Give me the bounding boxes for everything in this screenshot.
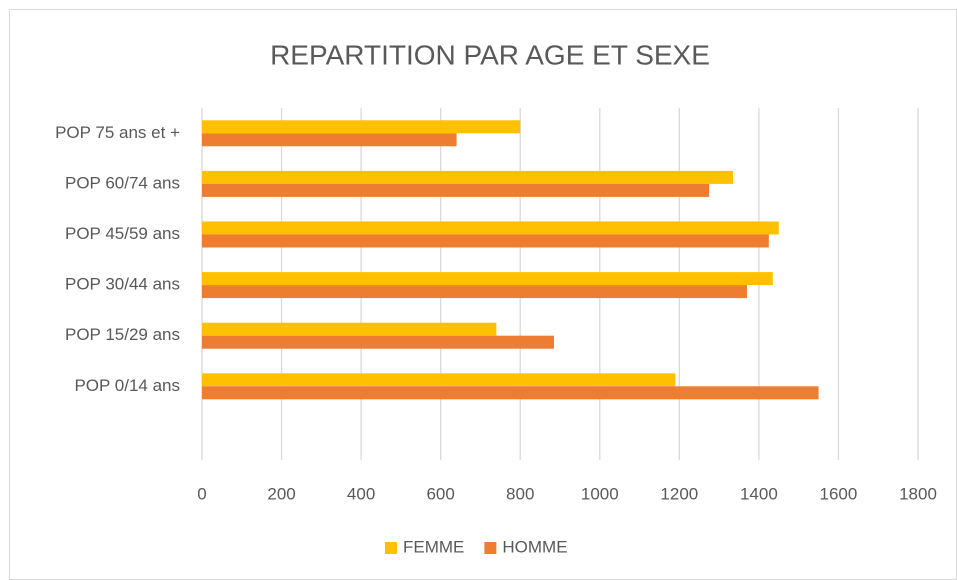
bar [202,120,521,134]
x-tick-label: 400 [347,484,375,503]
y-tick-label: POP 15/29 ans [65,325,180,344]
legend-swatch [484,542,497,554]
bar [202,285,747,299]
y-tick-label: POP 75 ans et + [55,123,180,142]
chart-title: REPARTITION PAR AGE ET SEXE [270,39,710,70]
y-tick-label: POP 60/74 ans [65,173,180,192]
legend-label: FEMME [403,537,464,556]
bar [202,234,769,248]
bar [202,386,819,400]
bar [202,133,457,147]
x-tick-label: 1200 [660,484,698,503]
x-tick-label: 1600 [820,484,858,503]
bar [202,183,710,197]
x-tick-label: 200 [267,484,295,503]
bar [202,272,773,286]
bar [202,322,497,336]
bar [202,221,779,235]
y-tick-label: POP 45/59 ans [65,224,180,243]
x-tick-label: 800 [506,484,534,503]
x-tick-label: 1000 [581,484,619,503]
x-tick-label: 1400 [740,484,778,503]
legend-swatch [385,542,397,554]
x-tick-label: 0 [197,484,206,503]
x-tick-label: 600 [426,484,454,503]
bar [202,335,555,349]
bar [202,373,676,387]
x-tick-label: 1800 [899,484,937,503]
legend-label: HOMME [502,537,567,556]
y-tick-label: POP 30/44 ans [65,275,180,294]
bar [202,170,734,184]
y-tick-label: POP 0/14 ans [74,376,180,395]
